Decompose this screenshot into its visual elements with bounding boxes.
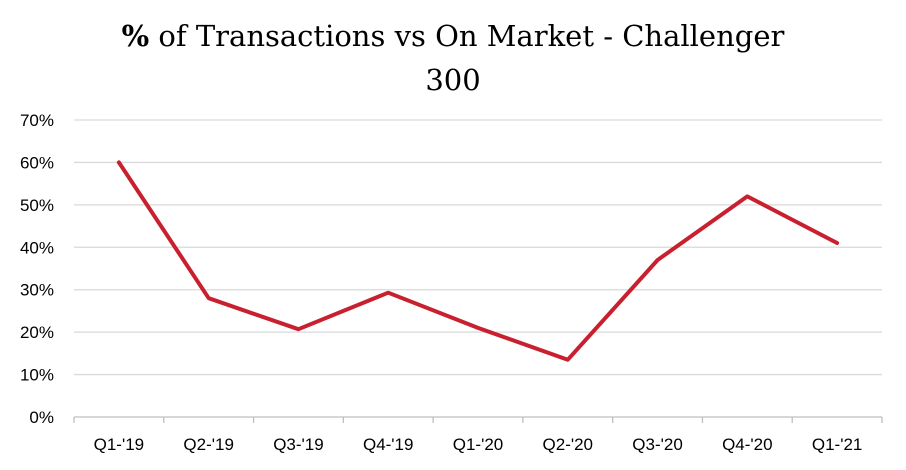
y-tick-label: 60% [20,153,54,172]
x-tick-label: Q2-'20 [543,435,594,454]
x-tick-label: Q4-'20 [722,435,773,454]
x-tick-label: Q3-'20 [632,435,683,454]
data-point [836,242,838,244]
y-tick-label: 10% [20,366,54,385]
data-point [657,259,659,261]
chart-title-prefix: % [121,19,150,53]
y-tick-label: 30% [20,281,54,300]
series-group [116,160,840,362]
data-point [477,327,479,329]
x-tick-label: Q1-'20 [453,435,504,454]
data-point [387,292,389,294]
chart-title: % of Transactions vs On Market - Challen… [0,14,906,102]
series-line [116,160,840,362]
y-axis-ticks: 0% 10% 20% 30% 40% 50% 60% 70% [20,111,54,427]
gridlines [74,119,882,376]
x-axis: Q1-'19 Q2-'19 Q3-'19 Q4-'19 Q1-'20 Q2-'20 Q3-'… [73,416,883,454]
chart-title-line1: of Transactions vs On Market - Challenge… [149,19,785,53]
data-point [567,359,569,361]
x-tick-label: Q1-'19 [94,435,145,454]
x-tick-label: Q2-'19 [183,435,234,454]
data-point [746,195,748,197]
y-tick-label: 20% [20,323,54,342]
y-tick-label: 0% [29,408,54,427]
y-tick-label: 40% [20,238,54,257]
data-point [118,161,120,163]
data-point [208,297,210,299]
y-tick-label: 70% [20,111,54,130]
y-tick-label: 50% [20,196,54,215]
chart-title-line2: 300 [425,63,481,97]
data-point [297,328,299,330]
x-tick-label: Q3-'19 [273,435,324,454]
x-tick-label: Q4-'19 [363,435,414,454]
x-tick-label: Q1-'21 [812,435,863,454]
